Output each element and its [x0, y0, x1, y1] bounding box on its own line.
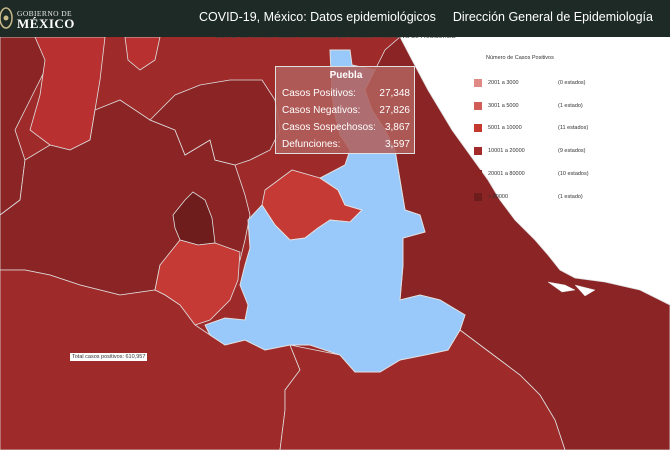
legend-item: 5001 a 10000 (11 estados)	[474, 124, 594, 132]
legend-item: 20001 a 80000 (10 estados)	[474, 170, 594, 178]
tooltip-row: Casos Positivos: 27,348	[282, 88, 410, 101]
legend-range: 20001 a 80000	[488, 171, 525, 177]
state-north-light[interactable]	[124, 36, 161, 71]
gobierno-logo[interactable]: GOBIERNO DE MÉXICO	[0, 4, 80, 34]
org-title[interactable]: Dirección General de Epidemiología	[452, 10, 653, 24]
legend-count: (11 estados)	[558, 125, 589, 131]
legend-item: > 80000 (1 estado)	[474, 193, 594, 201]
legend-count: (1 estado)	[558, 103, 583, 109]
logo-line1: GOBIERNO DE	[17, 9, 73, 18]
lagoon-spit	[547, 281, 596, 297]
tooltip-value: 3,867	[384, 122, 410, 133]
state-puebla-highlight[interactable]	[204, 49, 466, 373]
legend-swatch	[474, 79, 482, 87]
legend-item: 2001 a 3000 (0 estados)	[474, 79, 594, 87]
legend-swatch	[474, 147, 482, 155]
tooltip-value: 27,348	[379, 88, 410, 99]
legend-range: 5001 a 10000	[488, 125, 522, 131]
state-tooltip: Puebla Casos Positivos: 27,348 Casos Neg…	[275, 66, 415, 154]
legend-item: 10001 a 20000 (9 estados)	[474, 147, 594, 155]
legend-range: > 80000	[488, 194, 509, 200]
legend-count: (9 estados)	[558, 148, 586, 154]
tooltip-row: Defunciones: 3,597	[282, 139, 410, 152]
tooltip-state-name: Puebla	[329, 70, 363, 81]
logo-line2: MÉXICO	[17, 16, 75, 31]
eagle-seal-icon	[0, 7, 13, 29]
legend-count: (1 estado)	[558, 194, 583, 200]
legend-range: 3001 a 5000	[488, 103, 519, 109]
tooltip-row: Casos Negativos: 27,826	[282, 105, 410, 118]
state-darkest[interactable]	[172, 191, 216, 246]
legend-range: 2001 a 3000	[488, 80, 519, 86]
legend-swatch	[474, 102, 482, 110]
legend-swatch	[474, 193, 482, 201]
tooltip-row: Casos Sospechosos: 3,867	[282, 122, 410, 135]
legend-count: (10 estados)	[558, 171, 589, 177]
tooltip-label: Defunciones:	[282, 139, 341, 150]
total-cases-label: Total casos positivos: 610,957	[70, 353, 148, 361]
legend-count: (0 estados)	[558, 80, 586, 86]
legend-swatch	[474, 124, 482, 132]
header-bar: GOBIERNO DE MÉXICO COVID-19, México: Dat…	[0, 0, 670, 37]
legend-swatch	[474, 170, 482, 178]
tooltip-label: Casos Sospechosos:	[282, 122, 376, 133]
tooltip-value: 3,597	[384, 139, 410, 150]
tooltip-label: Casos Negativos:	[282, 105, 361, 116]
legend-range: 10001 a 20000	[488, 148, 525, 154]
tooltip-value: 27,826	[379, 105, 410, 116]
gulf-sea	[400, 37, 670, 305]
app-title: COVID-19, México: Datos epidemiológicos	[199, 10, 436, 24]
legend-item: 3001 a 5000 (1 estado)	[474, 102, 594, 110]
tooltip-label: Casos Positivos:	[282, 88, 356, 99]
legend-title: Número de Casos Positivos	[486, 55, 554, 61]
state-guanajuato[interactable]	[149, 79, 281, 166]
